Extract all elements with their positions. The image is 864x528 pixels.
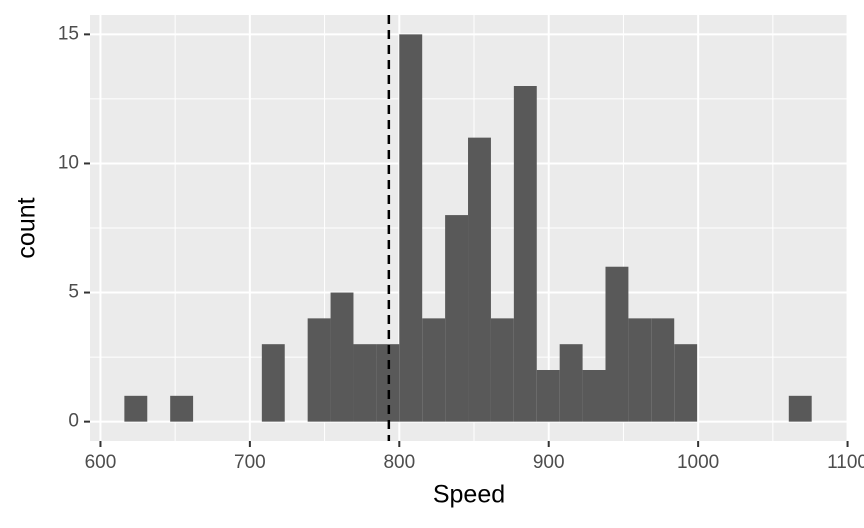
y-axis-label: count — [13, 197, 41, 258]
x-axis-label: Speed — [433, 481, 505, 509]
x-tick-label: 700 — [234, 452, 266, 473]
bar — [651, 318, 675, 422]
bar — [674, 344, 698, 422]
y-tick-label: 5 — [68, 282, 79, 303]
bar — [788, 395, 812, 422]
bar — [353, 344, 377, 422]
bar — [399, 34, 423, 422]
y-tick-label: 0 — [68, 411, 79, 432]
bar — [468, 137, 491, 422]
bar — [445, 215, 469, 422]
bar — [628, 318, 652, 422]
bar — [536, 370, 560, 422]
bar — [605, 266, 629, 422]
bar — [490, 318, 514, 422]
bar — [513, 86, 537, 422]
x-tick-label: 1000 — [677, 452, 719, 473]
bar — [124, 395, 148, 422]
bar — [422, 318, 446, 422]
y-tick-label: 10 — [58, 152, 79, 173]
bar — [307, 318, 331, 422]
x-tick-label: 800 — [383, 452, 415, 473]
bar — [261, 344, 285, 422]
x-tick-label: 900 — [533, 452, 565, 473]
bar — [559, 344, 583, 422]
y-tick-label: 15 — [58, 23, 79, 44]
bar — [582, 370, 606, 422]
bar — [330, 292, 354, 422]
x-tick-label: 1100 — [827, 452, 864, 473]
bar — [170, 395, 194, 422]
x-tick-label: 600 — [85, 452, 117, 473]
